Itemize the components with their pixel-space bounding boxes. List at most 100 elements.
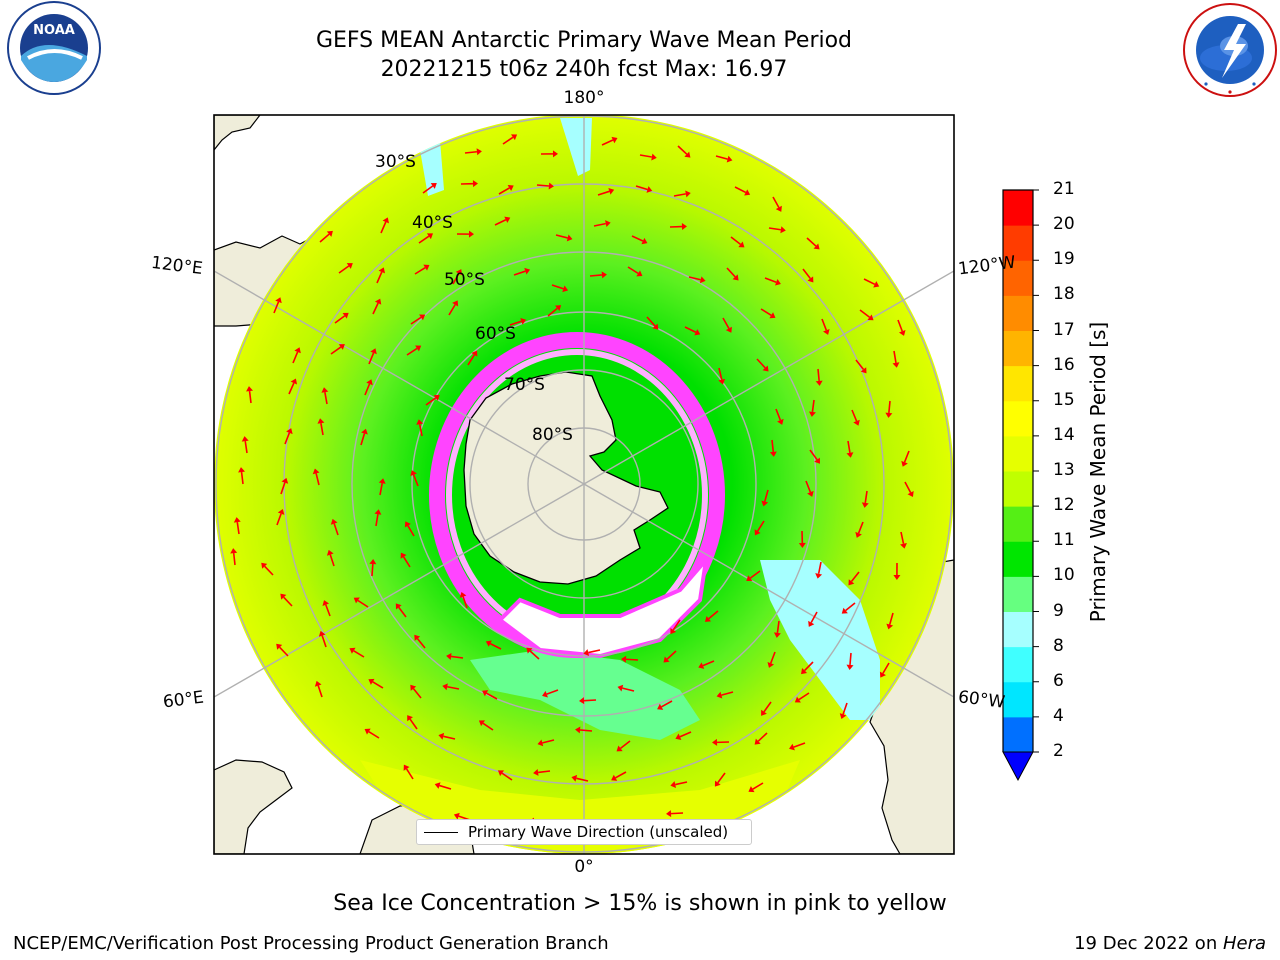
- wave-arrow-head: [801, 668, 808, 675]
- wave-arrow-head: [611, 136, 618, 144]
- wave-arrow-head: [566, 234, 573, 242]
- wave-arrow-shaft: [722, 317, 730, 329]
- wave-arrow-head: [510, 134, 518, 141]
- wave-arrow-shaft: [447, 685, 460, 690]
- map-frame: [213, 114, 955, 855]
- wave-arrow-head: [841, 607, 848, 614]
- wave-arrow-shaft: [810, 611, 818, 623]
- wave-arrow-shaft: [903, 450, 910, 463]
- wave-arrow-head: [699, 276, 706, 284]
- wave-arrow-head: [694, 329, 701, 336]
- wave-arrow-shaft: [321, 635, 327, 648]
- lon-label-180: 180°: [563, 88, 605, 108]
- wave-arrow-head: [338, 344, 345, 350]
- wave-arrow-head: [780, 226, 786, 234]
- wave-arrow-head: [608, 187, 615, 195]
- wave-arrow-shaft: [721, 691, 734, 696]
- wave-arrow-head: [732, 274, 739, 281]
- colorbar-tick-label: 9: [1053, 600, 1064, 621]
- wave-arrow-shaft: [864, 490, 868, 503]
- wave-arrow-shaft: [368, 352, 375, 365]
- wave-arrow-head: [848, 579, 855, 586]
- wave-arrow-head: [651, 153, 657, 161]
- wave-arrow-shaft: [620, 740, 631, 749]
- wave-arrow-head: [468, 230, 474, 238]
- wave-arrow-shaft: [811, 399, 815, 413]
- wave-arrow-head: [774, 278, 781, 286]
- wave-arrow-shaft: [464, 150, 478, 154]
- footer-host: Hera: [1222, 933, 1266, 954]
- wave-arrow-head: [552, 150, 558, 158]
- wave-arrow-head: [374, 509, 382, 515]
- wave-arrow-shaft: [376, 271, 383, 284]
- wave-arrow-head: [675, 733, 682, 740]
- wave-arrow-shaft: [882, 662, 890, 674]
- wave-arrow-shaft: [677, 145, 688, 155]
- wave-arrow-head: [542, 690, 548, 698]
- wave-arrow-shaft: [407, 525, 415, 537]
- wave-arrow-head: [446, 653, 452, 660]
- wave-arrow-head: [364, 728, 371, 735]
- wave-arrow-shaft: [756, 520, 765, 532]
- wave-arrow-shaft: [760, 308, 772, 316]
- wave-arrow-head: [414, 634, 421, 641]
- wave-arrow-shaft: [244, 441, 248, 454]
- wave-arrow-head: [342, 312, 349, 319]
- wave-arrow-shaft: [547, 307, 558, 317]
- wave-arrow-head: [370, 348, 377, 355]
- wave-arrow-shaft: [412, 688, 422, 699]
- wave-arrow-shaft: [353, 650, 365, 658]
- wave-arrow-shaft: [583, 699, 597, 702]
- legend-label: Primary Wave Direction (unscaled): [468, 823, 729, 841]
- wave-arrow-head: [769, 312, 776, 319]
- wave-arrow-head: [853, 419, 860, 426]
- wave-arrow-shaft: [768, 227, 781, 231]
- wave-arrow-shaft: [803, 661, 814, 672]
- wave-arrow-shaft: [726, 267, 736, 278]
- wave-arrow-shaft: [718, 367, 723, 380]
- wave-arrow-shaft: [893, 350, 897, 363]
- wave-arrow-head: [410, 684, 417, 691]
- wave-arrow-shaft: [717, 772, 726, 784]
- wave-arrow-shaft: [900, 531, 905, 544]
- wave-arrow-head: [907, 490, 914, 498]
- wave-arrow-head: [326, 230, 333, 237]
- wave-arrow-shaft: [375, 514, 379, 527]
- land-africa: [214, 759, 293, 854]
- wave-arrow-head: [478, 720, 486, 727]
- wave-arrow-head: [246, 386, 254, 392]
- wave-arrow-shaft: [551, 284, 564, 290]
- wave-arrow-shaft: [673, 193, 686, 197]
- lat-label-60s: 60°S: [475, 324, 516, 344]
- wave-arrow-head: [455, 269, 462, 276]
- wave-arrow-shaft: [776, 620, 780, 634]
- wave-arrow-shaft: [771, 439, 775, 453]
- wave-arrow-head: [434, 782, 441, 789]
- wave-arrow-head: [368, 678, 375, 685]
- wave-arrow-shaft: [317, 685, 323, 698]
- wave-arrow-shaft: [284, 432, 291, 445]
- wave-arrow-shaft: [357, 599, 369, 608]
- colorbar-swatch: [1003, 295, 1033, 331]
- wave-arrow-head: [562, 285, 569, 293]
- wave-arrow-shaft: [418, 235, 430, 244]
- wave-arrow-shaft: [763, 701, 772, 713]
- footer-date: 19 Dec 2022 on Hera: [1074, 933, 1266, 954]
- wave-arrow-shaft: [904, 481, 912, 493]
- wave-arrow-shaft: [236, 522, 240, 535]
- colorbar-swatch: [1003, 190, 1033, 226]
- wave-arrow-head: [419, 314, 426, 321]
- field-cyan-nw: [420, 140, 444, 196]
- wave-arrow-shaft: [730, 236, 741, 245]
- noaa-logo-text: NOAA: [33, 23, 75, 38]
- nws-logo: [1180, 0, 1280, 104]
- wave-arrow-shaft: [486, 692, 498, 700]
- wave-arrow-shaft: [422, 185, 434, 194]
- wave-arrow-shaft: [555, 234, 568, 239]
- wave-arrow-head: [893, 574, 901, 580]
- wave-arrow-head: [504, 216, 511, 223]
- wave-arrow-shaft: [414, 266, 426, 275]
- wave-arrow-head: [459, 591, 467, 598]
- colorbar-swatch: [1003, 400, 1033, 437]
- wave-arrow-shaft: [405, 768, 414, 780]
